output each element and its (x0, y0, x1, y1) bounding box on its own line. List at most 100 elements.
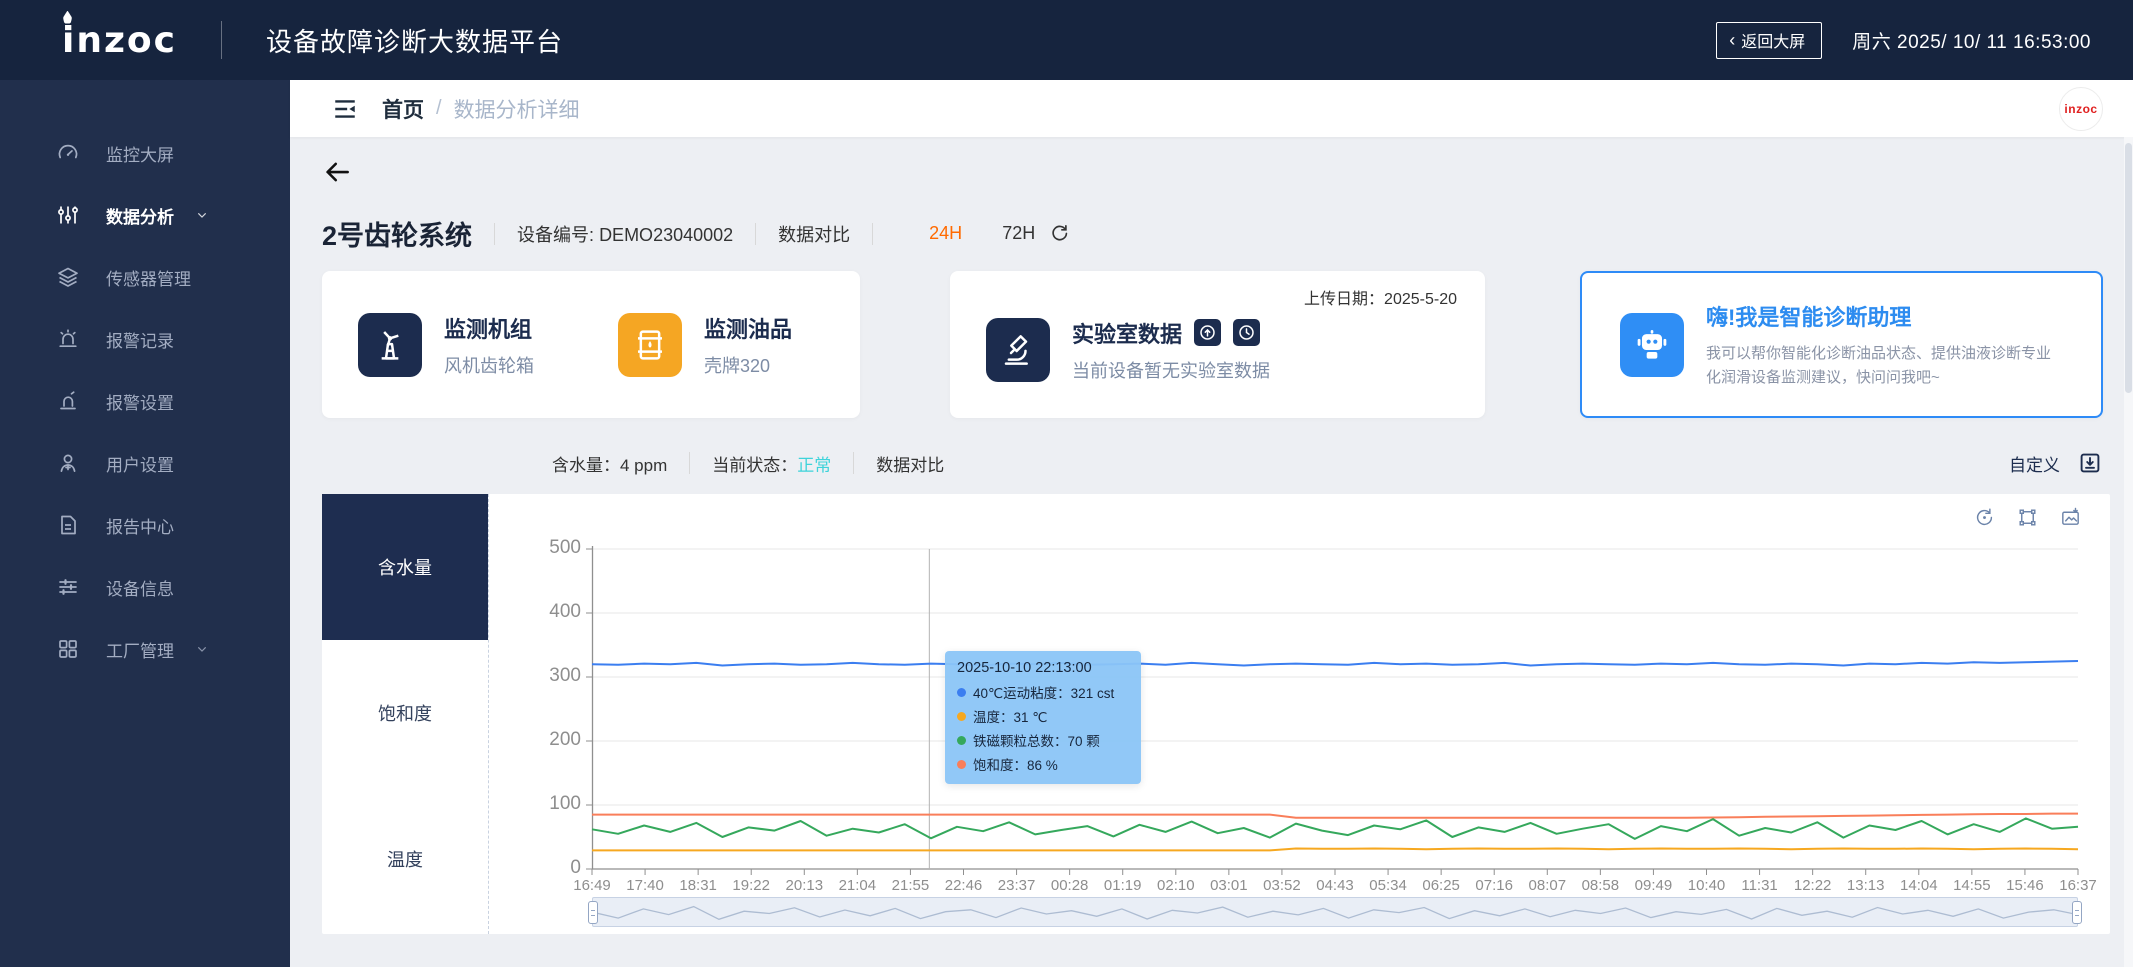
monitor-unit-subtitle: 风机齿轮箱 (444, 355, 534, 376)
device-name: 2号齿轮系统 (322, 221, 473, 251)
sidebar-item-alarm-records[interactable]: 报警记录 (0, 308, 290, 370)
line-chart[interactable] (586, 544, 2079, 884)
sidebar-item-factory-management[interactable]: 工厂管理 (0, 618, 290, 680)
x-axis-label: 05:34 (1369, 877, 1407, 894)
chart-tab-saturation[interactable]: 饱和度 (322, 640, 488, 786)
upload-icon[interactable] (1194, 319, 1222, 346)
export-icon[interactable] (2078, 451, 2102, 475)
water-content-value: 含水量：4 ppm (552, 455, 668, 475)
x-axis-label: 10:40 (1687, 877, 1726, 894)
monitor-unit-card[interactable]: 监测机组 风机齿轮箱 监测油品 壳牌320 (322, 271, 860, 418)
page-content: 2号齿轮系统 设备编号: DEMO23040002 数据对比 24H 72H 监… (290, 137, 2133, 934)
customize-button[interactable]: 自定义 (2009, 455, 2060, 475)
avatar-logo-text: inzoc (2064, 102, 2098, 116)
y-axis-label: 300 (549, 665, 581, 686)
y-axis-label: 100 (549, 793, 581, 814)
device-info-icon (56, 575, 80, 599)
series-dot (957, 759, 966, 769)
sidebar-item-monitor-screen[interactable]: 监控大屏 (0, 122, 290, 184)
chart-panel: 含水量 饱和度 温度 0 100 200 300 400 500 16:49 17:40 18:3… (322, 494, 2110, 934)
ai-assistant-description: 我可以帮你智能化诊断油品状态、提供油液诊断专业化润滑设备监测建议，快问问我吧~ (1706, 345, 2052, 386)
menu-fold-icon[interactable] (332, 96, 358, 122)
sidebar-item-label: 用户设置 (106, 455, 174, 475)
y-axis-label: 0 (570, 857, 581, 878)
breadcrumb: 首页 / 数据分析详细 inzoc (290, 80, 2133, 137)
breadcrumb-home[interactable]: 首页 (382, 98, 424, 122)
x-axis-label: 06:25 (1422, 877, 1460, 894)
chart-toolbox (1973, 506, 2082, 529)
datazoom-left-handle[interactable] (588, 901, 598, 924)
series-dot (957, 735, 966, 745)
chevron-left-icon: ‹ (1729, 29, 1736, 50)
flame-icon (63, 10, 72, 24)
datazoom-slider[interactable] (588, 897, 2082, 927)
chart-tab-water-content[interactable]: 含水量 (322, 494, 488, 640)
sidebar-item-report-center[interactable]: 报告中心 (0, 494, 290, 556)
return-big-screen-button[interactable]: ‹ 返回大屏 (1716, 21, 1823, 59)
sidebar: 监控大屏 数据分析 传感器管理报警记录报警设置用户设置报告中心 设备信息工厂管理 (0, 80, 290, 967)
tooltip-time: 2025-10-10 22:13:00 (957, 660, 1092, 676)
microscope-icon (986, 317, 1050, 382)
sidebar-item-label: 工厂管理 (106, 641, 174, 661)
cards-row: 监测机组 风机齿轮箱 监测油品 壳牌320 上传日期：2025-5-20 (322, 271, 2110, 418)
status-row: 含水量：4 ppm 当前状态： 正常 数据对比 自定义 (322, 446, 2110, 480)
x-axis-label: 12:22 (1793, 877, 1832, 894)
avatar[interactable]: inzoc (2059, 87, 2103, 131)
x-axis-label: 13:13 (1846, 877, 1885, 894)
sensor-management-icon (56, 265, 80, 289)
x-axis-label: 14:04 (1900, 877, 1938, 894)
scrollbar-thumb[interactable] (2125, 143, 2132, 393)
app-logo[interactable]: inzoc (62, 10, 177, 61)
zoom-select-icon[interactable] (2016, 506, 2039, 529)
data-compare-label[interactable]: 数据对比 (778, 224, 851, 245)
scrollbar[interactable] (2124, 137, 2133, 967)
y-axis-label: 200 (549, 729, 581, 750)
back-button[interactable] (322, 157, 356, 187)
x-axis-label: 09:49 (1634, 877, 1673, 894)
x-axis-label: 08:58 (1581, 877, 1620, 894)
monitor-screen-icon (56, 141, 80, 165)
restore-icon[interactable] (1973, 506, 1996, 529)
main-area: 首页 / 数据分析详细 inzoc 2号齿轮系统 设备编号: DEMO23040… (290, 80, 2133, 967)
sidebar-item-label: 报警记录 (106, 331, 174, 351)
sidebar-item-alarm-settings[interactable]: 报警设置 (0, 370, 290, 432)
x-axis-label: 02:10 (1157, 877, 1195, 894)
monitor-unit-title: 监测机组 (444, 316, 533, 342)
lab-data-card[interactable]: 上传日期：2025-5-20 实验室数据 (950, 271, 1485, 418)
chart-tab-temperature[interactable]: 温度 (322, 786, 488, 932)
sidebar-item-sensor-management[interactable]: 传感器管理 (0, 246, 290, 308)
user-settings-icon (56, 451, 80, 475)
history-icon[interactable] (1233, 319, 1261, 346)
sidebar-item-data-analysis[interactable]: 数据分析 (0, 184, 290, 246)
compare-toggle[interactable]: 数据对比 (876, 455, 945, 475)
breadcrumb-separator: / (436, 97, 442, 119)
current-state-label: 当前状态： (712, 455, 798, 475)
breadcrumb-current: 数据分析详细 (453, 98, 580, 122)
sidebar-item-device-info[interactable]: 设备信息 (0, 556, 290, 618)
datazoom-right-handle[interactable] (2072, 901, 2082, 924)
range-72h-button[interactable]: 72H (1002, 223, 1036, 243)
x-axis-label: 04:43 (1316, 877, 1354, 894)
ai-assistant-card[interactable]: 嗨!我是智能诊断助理 我可以帮你智能化诊断油品状态、提供油液诊断专业化润滑设备监… (1580, 271, 2103, 418)
chart-tabs: 含水量 饱和度 温度 (322, 494, 489, 934)
monitor-oil-subtitle: 壳牌320 (704, 355, 771, 376)
alarm-settings-icon (56, 389, 80, 413)
sidebar-item-label: 报警设置 (106, 393, 174, 413)
x-axis-label: 15:46 (2006, 877, 2044, 894)
refresh-icon[interactable] (1049, 223, 1070, 244)
series-dot (957, 711, 966, 721)
save-image-icon[interactable] (2059, 506, 2082, 529)
range-24h-button[interactable]: 24H (929, 223, 963, 243)
x-axis-label: 01:19 (1103, 877, 1142, 894)
x-axis-label: 21:55 (891, 877, 930, 894)
tooltip-series-row: 饱和度：86 % (957, 754, 1129, 774)
lab-upload-date: 上传日期：2025-5-20 (1304, 291, 1457, 308)
factory-management-icon (56, 637, 80, 661)
sidebar-item-user-settings[interactable]: 用户设置 (0, 432, 290, 494)
alarm-records-icon (56, 327, 80, 351)
status-badge: 正常 (797, 455, 832, 475)
x-axis-label: 00:28 (1050, 877, 1089, 894)
chart-plot-area: 0 100 200 300 400 500 16:49 17:40 18:31 19:22 20:… (489, 494, 2110, 934)
monitor-oil-title: 监测油品 (704, 316, 793, 342)
oil-barrel-icon (618, 312, 682, 377)
